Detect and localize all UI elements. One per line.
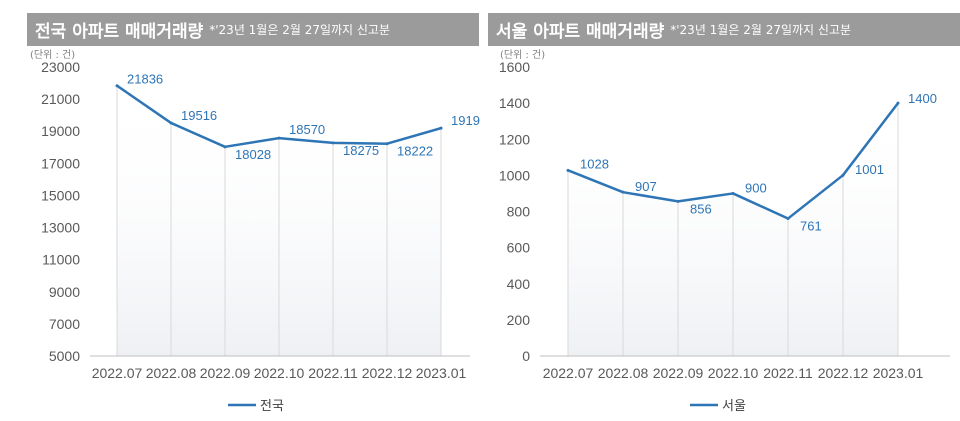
data-label: 18222 — [397, 144, 433, 159]
data-point — [566, 168, 570, 172]
y-tick-label: 9000 — [49, 284, 80, 300]
x-tick-label: 2022.09 — [200, 365, 251, 381]
data-label: 18028 — [235, 147, 271, 162]
y-tick-label: 1600 — [499, 59, 530, 75]
data-label: 18570 — [289, 122, 325, 137]
y-tick-label: 17000 — [41, 155, 80, 171]
data-point — [277, 136, 281, 140]
y-tick-label: 200 — [507, 312, 531, 328]
data-label: 21836 — [127, 72, 163, 87]
y-tick-label: 800 — [507, 204, 531, 220]
chart-note: *'23년 1월은 2월 27일까지 신고분 — [209, 23, 391, 37]
line-chart-nationwide: (단위 : 건)23000 21000 19000 17000 15000 13000 11… — [30, 48, 480, 414]
data-label: 18275 — [343, 143, 379, 158]
x-tick-label: 2022.07 — [92, 365, 143, 381]
y-tick-label: 21000 — [41, 91, 80, 107]
chart-panel-seoul: 서울 아파트 매매거래량 *'23년 1월은 2월 27일까지 신고분 (단위 … — [480, 0, 960, 421]
x-tick-label: 2022.10 — [708, 365, 759, 381]
x-tick-label: 2022.12 — [818, 365, 869, 381]
y-tick-label: 11000 — [42, 252, 80, 268]
data-point — [385, 142, 389, 146]
data-point — [786, 217, 790, 221]
chart-title-bar: 서울 아파트 매매거래량 *'23년 1월은 2월 27일까지 신고분 — [488, 13, 960, 46]
data-point — [115, 84, 119, 88]
data-label: 1028 — [580, 156, 609, 171]
x-tick-label: 2022.08 — [598, 365, 649, 381]
legend-label: 전국 — [260, 399, 284, 414]
chart-panel-nationwide: 전국 아파트 매매거래량 *'23년 1월은 2월 27일까지 신고분 (단위 … — [27, 13, 480, 414]
data-point — [621, 190, 625, 194]
chart-title: 전국 아파트 매매거래량 — [35, 22, 204, 42]
x-tick-label: 2022.10 — [254, 365, 305, 381]
x-tick-label: 2022.09 — [653, 365, 704, 381]
unit-label: (단위 : 건) — [30, 48, 75, 61]
x-tick-label: 2022.12 — [362, 365, 413, 381]
data-point — [331, 141, 335, 145]
y-tick-label: 400 — [507, 276, 531, 292]
data-point — [439, 126, 443, 130]
data-label: 900 — [745, 180, 767, 195]
y-tick-label: 1400 — [499, 95, 530, 111]
data-label: 856 — [690, 201, 712, 216]
data-point — [169, 121, 173, 125]
data-label: 1400 — [908, 91, 937, 106]
chart-note: *'23년 1월은 2월 27일까지 신고분 — [670, 23, 852, 37]
y-tick-label: 19000 — [41, 123, 80, 139]
x-tick-label: 2022.11 — [308, 365, 358, 381]
x-tick-label: 2022.11 — [763, 365, 813, 381]
unit-label: (단위 : 건) — [500, 48, 545, 61]
data-label: 907 — [635, 179, 657, 194]
y-tick-label: 5000 — [49, 348, 80, 364]
data-point — [896, 101, 900, 105]
y-tick-label: 13000 — [41, 220, 80, 236]
y-tick-label: 15000 — [41, 187, 80, 203]
line-chart-seoul: (단위 : 건)1600 1400 1200 1000 800 600 400 200 0 102… — [499, 48, 950, 414]
y-tick-label: 0 — [522, 348, 530, 364]
x-tick-label: 2022.08 — [146, 365, 197, 381]
x-tick-label: 2023.01 — [416, 365, 467, 381]
y-tick-label: 23000 — [41, 59, 80, 75]
chart-title-bar: 전국 아파트 매매거래량 *'23년 1월은 2월 27일까지 신고분 — [27, 13, 479, 46]
data-point — [841, 173, 845, 177]
data-point — [223, 145, 227, 149]
chart-title: 서울 아파트 매매거래량 — [496, 22, 665, 42]
data-label: 761 — [800, 219, 822, 234]
data-label: 1001 — [855, 162, 884, 177]
data-label: 19516 — [181, 108, 217, 123]
data-point — [676, 199, 680, 203]
y-tick-label: 1000 — [499, 167, 530, 183]
y-tick-label: 1200 — [499, 131, 530, 147]
data-point — [731, 191, 735, 195]
legend-label: 서울 — [722, 399, 746, 414]
data-label: 19193 — [451, 113, 480, 128]
x-tick-label: 2023.01 — [873, 365, 924, 381]
y-tick-label: 600 — [507, 240, 531, 256]
y-tick-label: 7000 — [49, 316, 80, 332]
x-tick-label: 2022.07 — [543, 365, 594, 381]
